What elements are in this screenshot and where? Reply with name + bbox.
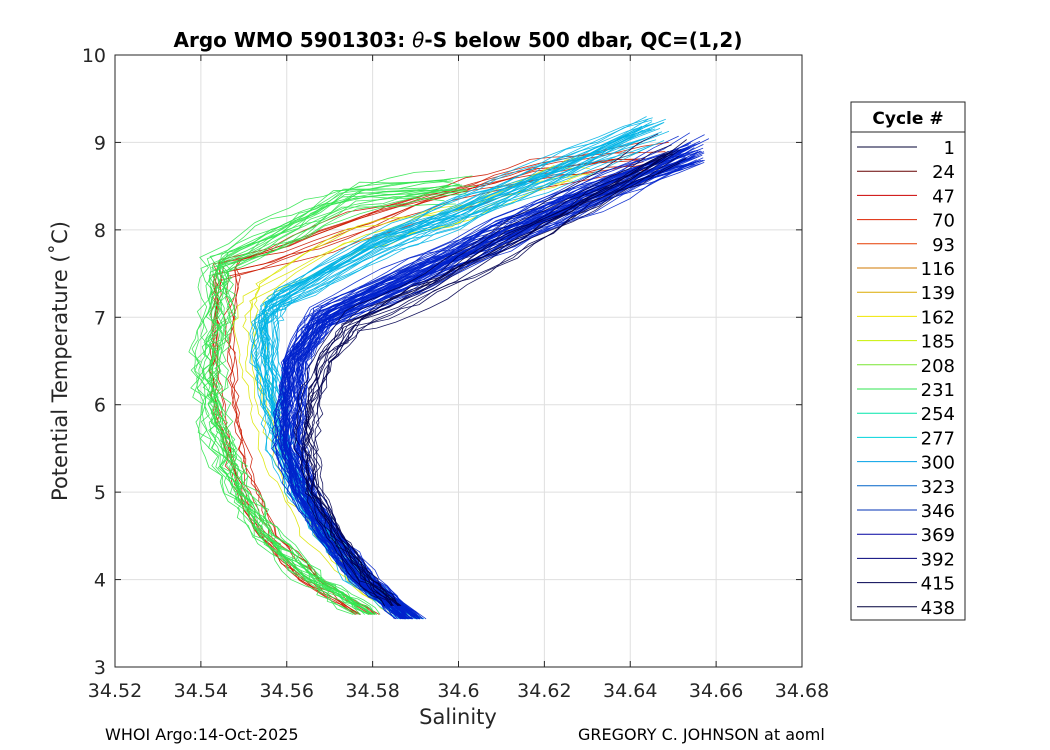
profile-line-dark-cycles <box>301 153 674 606</box>
axis-ticks <box>114 54 803 668</box>
y-axis-label: Potential Temperature (˚C) <box>48 221 72 501</box>
profile-line-green-cycles <box>201 180 454 615</box>
y-tick-labels: 3 4 5 6 7 8 9 10 <box>82 45 106 679</box>
profile-line-dark-cycles <box>302 150 669 606</box>
x-tick-labels: 34.52 34.54 34.56 34.58 34.6 34.62 34.64 34.66 3… <box>88 680 829 702</box>
legend-box <box>850 101 966 621</box>
legend-label: 47 <box>932 186 955 207</box>
legend-label: 162 <box>921 307 955 328</box>
profile-line-dark-cycles <box>295 133 659 607</box>
y-tick-label: 9 <box>94 132 106 154</box>
x-axis-label: Salinity <box>419 705 497 729</box>
profile-line-green-cycles <box>207 187 457 615</box>
profile-line-blue-cycles <box>298 157 704 620</box>
legend-label: 438 <box>921 598 955 619</box>
profile-line-blue-cycles <box>277 153 687 620</box>
profile-line-blue-cycles <box>294 151 702 620</box>
profile-line-early-cycles <box>209 158 646 615</box>
y-tick-label: 3 <box>94 657 106 679</box>
profile-lines <box>188 116 710 620</box>
profile-line-dark-cycles <box>308 148 679 607</box>
y-tick-label: 6 <box>94 395 106 417</box>
profile-line-blue-cycles <box>280 146 691 620</box>
profile-line-green-cycles <box>200 184 463 615</box>
legend-label: 300 <box>921 453 955 474</box>
profile-line-blue-cycles <box>275 155 685 620</box>
legend-entries: 1 24 47 70 93 116 139 162 185 208 231 254 277 300 323 3… <box>857 138 955 619</box>
legend-label: 277 <box>921 428 955 449</box>
legend-label: 369 <box>921 525 955 546</box>
legend-label: 208 <box>921 356 955 377</box>
legend-label: 24 <box>932 162 955 183</box>
profile-line-blue-cycles <box>283 158 685 620</box>
legend-label: 70 <box>932 211 955 232</box>
profile-line-dark-cycles <box>305 155 680 607</box>
legend-label: 116 <box>921 259 955 280</box>
profile-line-blue-cycles <box>279 160 681 620</box>
x-tick-label: 34.6 <box>437 680 479 702</box>
chart-title: Argo WMO 5901303: θ-S below 500 dbar, QC… <box>174 28 743 52</box>
chart-title-prefix: Argo WMO 5901303: <box>174 28 413 52</box>
x-tick-label: 34.54 <box>174 680 228 702</box>
chart-title-suffix: -S below 500 dbar, QC=(1,2) <box>424 28 742 52</box>
profile-line-green-cycles <box>202 185 452 615</box>
chart-title-theta: θ <box>412 28 424 52</box>
legend-label: 1 <box>944 138 955 159</box>
profile-line-dark-cycles <box>303 149 681 606</box>
profile-line-blue-cycles <box>272 154 678 620</box>
profile-line-blue-cycles <box>273 153 686 620</box>
legend-title: Cycle # <box>872 109 943 129</box>
legend-label: 254 <box>921 404 955 425</box>
footer-source: WHOI Argo:14-Oct-2025 <box>105 725 299 744</box>
profile-line-cyan-cycles <box>250 129 636 620</box>
profile-line-green-cycles <box>190 170 445 615</box>
x-tick-label: 34.68 <box>775 680 829 702</box>
x-tick-label: 34.58 <box>345 680 399 702</box>
legend-label: 231 <box>921 380 955 401</box>
profile-line-early-cycles <box>228 159 665 615</box>
profile-line-blue-cycles <box>286 142 701 620</box>
legend-label: 415 <box>921 574 955 595</box>
profile-line-dark-cycles <box>310 158 687 607</box>
legend-label: 139 <box>921 283 955 304</box>
y-tick-label: 5 <box>94 482 106 504</box>
profile-line-green-cycles <box>218 191 463 615</box>
x-tick-label: 34.66 <box>689 680 743 702</box>
legend-label: 93 <box>932 235 955 256</box>
legend-label: 185 <box>921 332 955 353</box>
legend-label: 346 <box>921 501 955 522</box>
profile-line-green-cycles <box>209 185 475 615</box>
x-tick-label: 34.52 <box>88 680 142 702</box>
footer-author: GREGORY C. JOHNSON at aoml <box>578 725 825 744</box>
profile-line-dark-cycles <box>312 139 687 607</box>
legend-label: 323 <box>921 477 955 498</box>
profile-line-cyan-cycles <box>264 124 650 620</box>
x-tick-label: 34.64 <box>603 680 657 702</box>
y-tick-label: 8 <box>94 220 106 242</box>
legend-label: 392 <box>921 549 955 570</box>
x-tick-label: 34.62 <box>517 680 571 702</box>
legend: Cycle # 1 24 47 70 93 116 139 162 185 208 231 254 27… <box>850 101 966 621</box>
profile-line-green-cycles <box>210 180 460 615</box>
y-tick-label: 10 <box>82 45 106 67</box>
x-tick-label: 34.56 <box>260 680 314 702</box>
y-tick-label: 7 <box>94 307 106 329</box>
y-tick-label: 4 <box>94 570 106 592</box>
profile-line-dark-cycles <box>304 151 673 607</box>
